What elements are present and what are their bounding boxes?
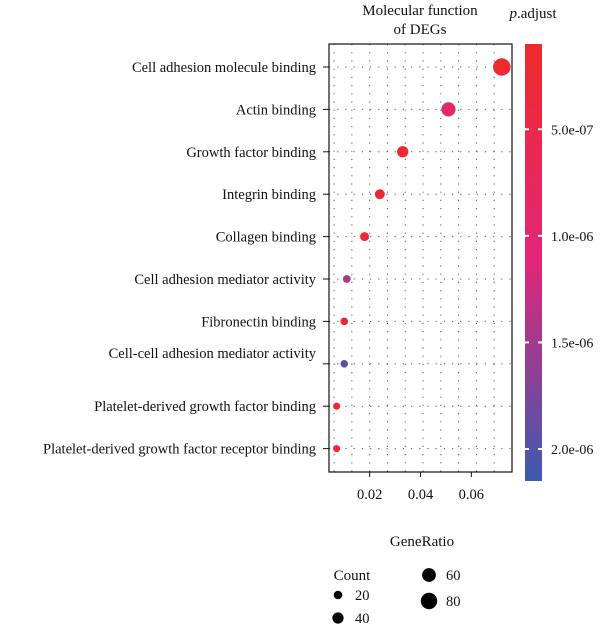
- y-tick-label: Cell-cell adhesion mediator activity: [109, 346, 317, 362]
- y-tick-label: Integrin binding: [222, 187, 316, 203]
- size-legend-label: 40: [355, 611, 370, 627]
- y-tick-label: Cell adhesion mediator activity: [134, 272, 316, 288]
- x-tick-label: 0.02: [357, 487, 382, 503]
- color-bar-tick-label: 2.0e-06: [551, 443, 593, 458]
- data-point: [374, 189, 385, 200]
- y-tick-label: Cell adhesion molecule binding: [132, 60, 316, 76]
- data-point: [397, 146, 409, 158]
- color-legend-title-italic: p: [508, 6, 517, 22]
- chart-title-line-1: Molecular function: [362, 3, 478, 19]
- data-points: [333, 58, 511, 453]
- color-bar-ticks: 5.0e-07 1.0e-06 1.5e-06 2.0e-06: [525, 123, 593, 458]
- size-legend-title: Count: [334, 568, 372, 584]
- y-tick-label: Growth factor binding: [186, 145, 316, 161]
- data-point: [340, 317, 349, 326]
- color-bar-tick-label: 5.0e-07: [551, 123, 593, 138]
- size-legend: 20 40 60 80: [332, 568, 461, 627]
- x-tick-label: 0.04: [408, 487, 434, 503]
- data-point: [342, 275, 351, 283]
- size-legend-label: 20: [355, 588, 370, 604]
- x-axis-label: GeneRatio: [390, 534, 454, 550]
- data-point: [441, 102, 456, 117]
- y-tick-label: Platelet-derived growth factor receptor …: [43, 442, 316, 458]
- size-legend-dot: [422, 568, 436, 582]
- data-point: [493, 58, 511, 76]
- plot-panel: [328, 43, 513, 473]
- data-point: [333, 445, 341, 453]
- size-legend-label: 80: [446, 594, 461, 610]
- color-legend-title-rest: .adjust: [517, 6, 557, 22]
- grid-lines: [329, 44, 512, 472]
- size-legend-dot: [420, 592, 438, 610]
- y-tick-label: Collagen binding: [216, 230, 316, 246]
- color-bar: [525, 44, 542, 481]
- size-legend-dot: [333, 590, 343, 600]
- y-tick-label: Platelet-derived growth factor binding: [94, 399, 316, 415]
- data-point: [333, 402, 341, 410]
- chart-title-line-2: of DEGs: [394, 22, 447, 38]
- size-legend-dot: [332, 612, 344, 624]
- x-tick-label: 0.06: [459, 487, 484, 503]
- color-bar-tick-label: 1.5e-06: [551, 336, 593, 351]
- color-legend-title: p.adjust: [508, 6, 557, 22]
- color-bar-tick-label: 1.0e-06: [551, 230, 593, 245]
- x-ticks: 0.02 0.04 0.06: [357, 472, 484, 503]
- y-tick-label: Fibronectin binding: [201, 314, 316, 330]
- y-tick-label: Actin binding: [236, 102, 316, 118]
- data-point: [340, 360, 349, 368]
- size-legend-label: 60: [446, 568, 461, 584]
- data-point: [360, 232, 370, 242]
- y-tick-labels: Cell adhesion molecule binding Actin bind…: [43, 60, 329, 458]
